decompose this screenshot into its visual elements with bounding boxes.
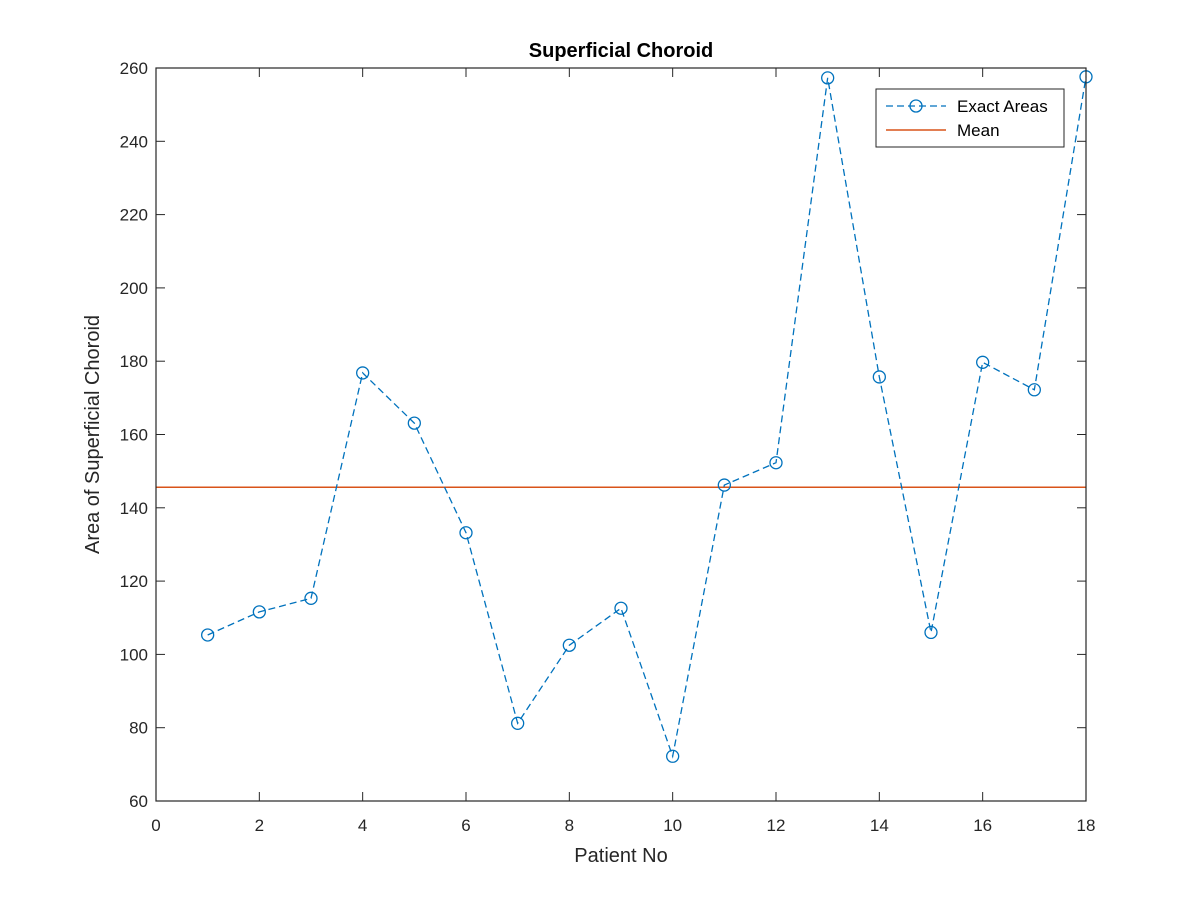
x-tick-label: 12 <box>767 816 786 835</box>
data-point <box>511 716 525 730</box>
data-point <box>356 366 370 380</box>
data-point <box>459 526 473 540</box>
data-point <box>252 605 266 619</box>
x-tick-label: 10 <box>663 816 682 835</box>
x-tick-label: 16 <box>973 816 992 835</box>
data-point <box>201 628 215 642</box>
data-point <box>1027 383 1041 397</box>
x-tick-label: 6 <box>461 816 470 835</box>
x-tick-label: 8 <box>565 816 574 835</box>
exact-areas-line <box>207 76 1087 759</box>
data-point <box>562 638 576 652</box>
data-point <box>821 71 835 85</box>
data-point <box>976 355 990 369</box>
y-tick-label: 160 <box>120 426 148 445</box>
data-point <box>666 749 680 763</box>
legend-mean-label: Mean <box>957 121 1000 140</box>
y-tick-label: 100 <box>120 645 148 664</box>
legend-exact-areas-label: Exact Areas <box>957 97 1048 116</box>
x-tick-label: 0 <box>151 816 160 835</box>
data-point <box>769 456 783 470</box>
y-tick-label: 200 <box>120 279 148 298</box>
x-axis-label: Patient No <box>574 845 667 867</box>
data-point <box>717 478 731 492</box>
y-tick-label: 180 <box>120 352 148 371</box>
x-tick-label: 2 <box>255 816 264 835</box>
data-point <box>924 625 938 640</box>
y-tick-label: 80 <box>129 719 148 738</box>
data-point <box>872 370 886 384</box>
legend-box <box>875 88 1065 148</box>
exact-areas-series <box>201 70 1093 763</box>
x-tick-label: 4 <box>358 816 367 835</box>
data-point <box>304 591 318 605</box>
chart-title: Superficial Choroid <box>529 40 713 62</box>
y-tick-label: 260 <box>120 59 148 78</box>
y-tick-label: 60 <box>129 792 148 811</box>
y-tick-label: 120 <box>120 572 148 591</box>
y-tick-label: 140 <box>120 499 148 518</box>
legend-exact-areas-marker <box>909 99 923 113</box>
plot-area <box>156 68 1086 801</box>
y-tick-label: 220 <box>120 206 148 225</box>
x-tick-label: 18 <box>1077 816 1096 835</box>
axis-ticks <box>155 67 1087 802</box>
legend: Exact Areas Mean <box>875 88 1065 148</box>
data-point <box>614 601 628 615</box>
data-point <box>407 416 421 430</box>
axis-tick-labels: 0 2 4 6 8 10 12 14 16 18 60 80 100 120 140 160 180 200 220… <box>120 59 1096 835</box>
x-tick-label: 14 <box>870 816 889 835</box>
y-tick-label: 240 <box>120 132 148 151</box>
y-axis-label: Area of Superficial Choroid <box>82 315 104 554</box>
